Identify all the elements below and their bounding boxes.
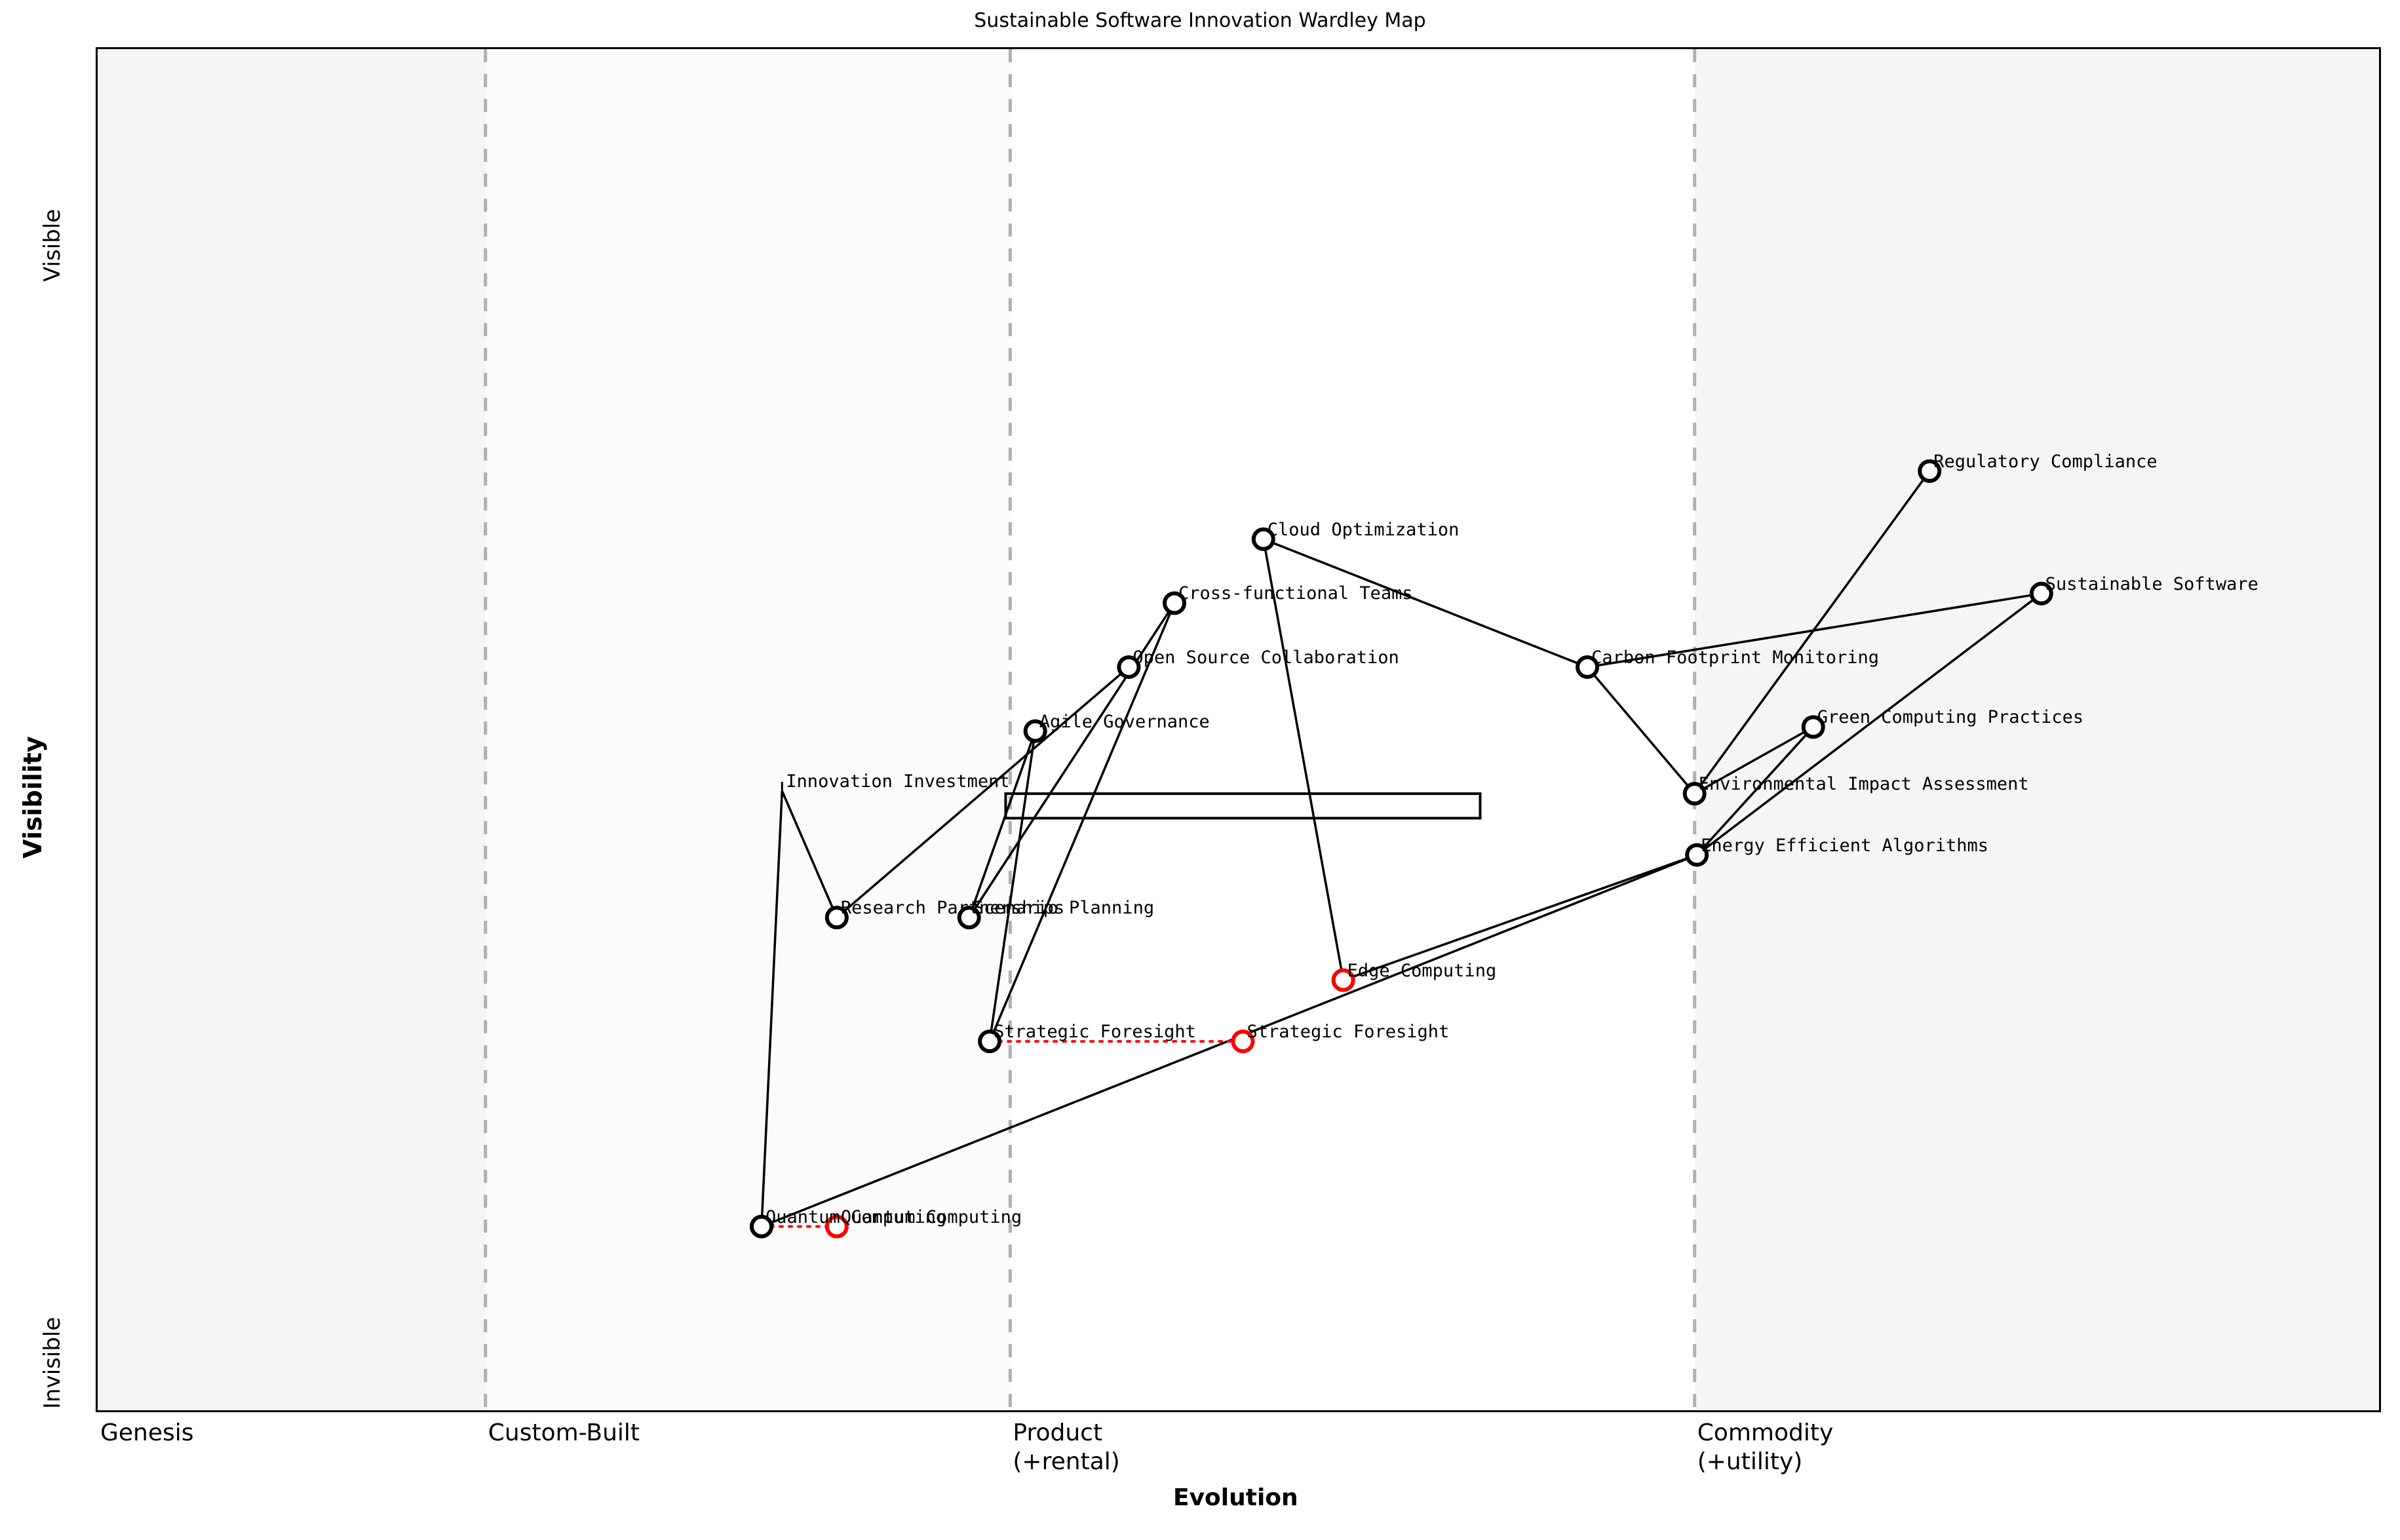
map-node[interactable]: [1251, 527, 1275, 551]
link-line: [968, 730, 1037, 918]
map-node[interactable]: [957, 906, 981, 930]
link-line: [1586, 666, 1696, 795]
map-node[interactable]: [1576, 655, 1600, 679]
node-label: Quantum Computing: [765, 1206, 947, 1227]
link-line: [988, 602, 1176, 1042]
background-band: [98, 49, 486, 1410]
node-label: Cross-functional Teams: [1178, 583, 1413, 604]
node-label: Sustainable Software: [2045, 573, 2258, 594]
map-node[interactable]: [824, 906, 849, 930]
node-label: Innovation Investment: [786, 771, 1010, 792]
map-node[interactable]: [824, 1214, 849, 1239]
node-label: Energy Efficient Algorithms: [1701, 835, 1989, 856]
plot-svg: [98, 49, 2379, 1410]
map-node[interactable]: [1801, 715, 1825, 739]
link-line: [1696, 592, 2042, 856]
node-label: Research Partnerships: [840, 898, 1065, 919]
plot-area: [96, 47, 2381, 1412]
link-line: [1263, 538, 1588, 668]
background-band: [485, 49, 1011, 1410]
node-label: Regulatory Compliance: [1933, 451, 2158, 472]
y-tick-label-visible: Visible: [39, 208, 66, 282]
map-node[interactable]: [1231, 1030, 1255, 1054]
map-node[interactable]: [1163, 591, 1187, 615]
link-line: [760, 790, 784, 1227]
node-label: Quantum Computing: [840, 1206, 1022, 1227]
link-line: [1343, 853, 1697, 982]
map-node[interactable]: [1117, 655, 1141, 679]
node-label: Green Computing Practices: [1817, 707, 2084, 728]
x-tick-label-2: Product (+rental): [1013, 1419, 1120, 1475]
node-label: Carbon Footprint Monitoring: [1591, 647, 1879, 668]
background-band: [1010, 49, 1695, 1410]
node-label: Edge Computing: [1347, 960, 1497, 981]
node-label: Strategic Foresight: [1247, 1022, 1450, 1043]
map-node[interactable]: [2029, 581, 2053, 606]
y-axis-title: Visibility: [18, 736, 47, 858]
map-node[interactable]: [1685, 843, 1709, 867]
x-tick-label-1: Custom-Built: [488, 1419, 640, 1446]
page-title: Sustainable Software Innovation Wardley …: [974, 9, 1426, 32]
x-tick-label-3: Commodity (+utility): [1697, 1419, 1834, 1475]
map-node[interactable]: [1918, 459, 1942, 483]
map-node[interactable]: [1331, 968, 1355, 992]
link-line: [781, 790, 838, 918]
node-label: Environmental Impact Assessment: [1698, 774, 2029, 795]
map-node[interactable]: [749, 1214, 773, 1239]
x-tick-label-0: Genesis: [100, 1419, 194, 1446]
y-tick-label-invisible: Invisible: [39, 1317, 66, 1409]
link-line: [1262, 539, 1345, 980]
node-label: Agile Governance: [1039, 711, 1210, 732]
node-label: Cloud Optimization: [1267, 519, 1460, 540]
link-line: [968, 602, 1176, 919]
node-label: Scenario Planning: [973, 898, 1155, 919]
node-label: Open Source Collaboration: [1132, 647, 1399, 668]
link-line: [1695, 726, 1815, 856]
link-line: [1694, 470, 1931, 795]
x-axis-title: Evolution: [1173, 1484, 1298, 1511]
link-line: [988, 731, 1037, 1042]
link-line: [836, 666, 1130, 919]
annotation-box: [1004, 792, 1482, 820]
map-node[interactable]: [1023, 719, 1047, 743]
map-node[interactable]: [978, 1030, 1002, 1054]
map-node[interactable]: [1682, 782, 1707, 806]
background-band: [1694, 49, 2379, 1410]
link-line: [1694, 725, 1814, 795]
node-label: Strategic Foresight: [994, 1022, 1196, 1043]
